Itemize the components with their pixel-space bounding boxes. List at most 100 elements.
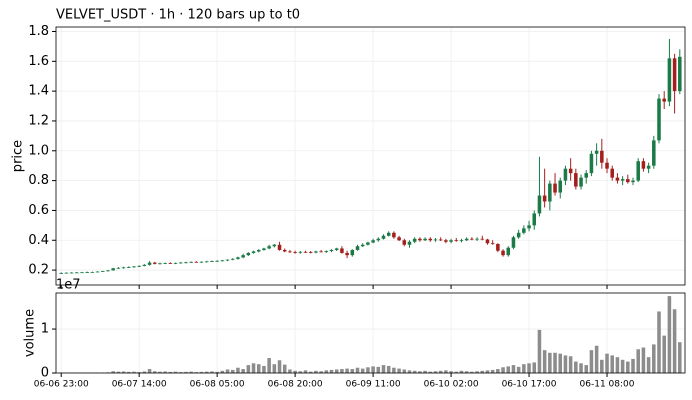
x-tick-label: 06-10 17:00 xyxy=(502,380,557,390)
volume-bar xyxy=(485,370,490,373)
volume-bar xyxy=(121,371,126,373)
candle-body xyxy=(194,261,199,263)
volume-bar xyxy=(480,370,485,373)
y-tick-label: 1.4 xyxy=(28,84,49,99)
candle-body xyxy=(522,228,526,233)
candle-body xyxy=(553,183,557,193)
candle-body xyxy=(667,58,672,102)
volume-bar xyxy=(163,371,167,373)
volume-bar xyxy=(319,371,323,373)
volume-bar xyxy=(324,370,329,373)
candle-body xyxy=(558,180,563,193)
volume-bar xyxy=(355,367,360,373)
candle-body xyxy=(256,249,261,252)
volume-bar xyxy=(672,309,677,373)
candle-body xyxy=(340,248,344,253)
volume-bar xyxy=(496,369,500,373)
volume-bar xyxy=(594,345,599,373)
candle-body xyxy=(241,255,245,258)
candle-body xyxy=(371,240,375,243)
volume-bar xyxy=(381,365,386,373)
candle-body xyxy=(511,237,516,248)
volume-bar xyxy=(511,365,516,373)
candle-body xyxy=(360,244,365,247)
candle-body xyxy=(147,262,152,265)
volume-bar xyxy=(366,367,370,373)
candle-body xyxy=(428,238,433,241)
volume-bar xyxy=(288,369,292,373)
candle-body xyxy=(366,242,370,245)
volume-bar xyxy=(563,355,568,373)
candle-body xyxy=(386,232,391,236)
candle-body xyxy=(548,183,552,202)
candle-body xyxy=(277,244,282,250)
candle-body xyxy=(168,263,173,264)
candle-body xyxy=(444,240,448,242)
candle-body xyxy=(646,165,651,169)
volume-bar xyxy=(678,342,682,373)
candle-body xyxy=(199,261,204,263)
candle-body xyxy=(178,262,183,264)
candle-body xyxy=(132,266,136,268)
volume-bar xyxy=(662,335,666,373)
y-tick-label: 0.8 xyxy=(28,173,49,188)
candle-body xyxy=(334,248,339,250)
candle-body xyxy=(329,249,334,251)
volume-bar xyxy=(256,364,261,373)
y-tick-label: 1.6 xyxy=(28,54,49,69)
volume-bar xyxy=(444,370,448,373)
volume-bar xyxy=(605,353,609,373)
candle-body xyxy=(80,272,84,274)
candle-body xyxy=(589,153,594,174)
candle-body xyxy=(153,262,157,264)
volume-bar xyxy=(652,344,656,373)
candle-body xyxy=(85,272,89,273)
candle-body xyxy=(262,248,266,250)
candle-body xyxy=(568,168,573,174)
candle-body xyxy=(438,239,443,241)
volume-bar xyxy=(418,371,422,373)
volume-bar xyxy=(386,365,391,373)
candle-body xyxy=(641,161,646,169)
x-tick-label: 06-07 14:00 xyxy=(112,380,167,390)
candle-body xyxy=(620,179,625,181)
volume-bar xyxy=(168,371,173,373)
candle-body xyxy=(137,265,141,267)
candle-body xyxy=(236,257,240,259)
volume-bar xyxy=(423,370,427,373)
candle-body xyxy=(496,243,500,251)
x-tick-label: 06-11 08:00 xyxy=(580,380,635,390)
volume-bar xyxy=(475,371,479,373)
candle-body xyxy=(127,267,131,268)
volume-bar xyxy=(589,350,594,373)
volume-bar xyxy=(600,359,604,373)
candle-body xyxy=(230,258,235,260)
volume-bar xyxy=(142,371,147,373)
candle-body xyxy=(101,271,105,272)
candle-body xyxy=(636,161,640,181)
candle-body xyxy=(626,179,630,183)
volume-bar xyxy=(392,367,396,373)
candle-body xyxy=(288,251,292,253)
volume-bar xyxy=(251,363,256,373)
candle-body xyxy=(59,273,63,274)
volume-bar xyxy=(127,371,131,373)
volume-bar xyxy=(230,369,235,373)
y-tick-label: 0.2 xyxy=(28,263,49,278)
x-tick-label: 06-10 02:00 xyxy=(424,380,479,390)
volume-bar xyxy=(542,350,547,373)
y-tick-label: 0.4 xyxy=(28,233,49,248)
volume-bar xyxy=(236,367,240,373)
volume-bar xyxy=(371,366,375,373)
volume-bar xyxy=(516,366,521,373)
volume-bar xyxy=(433,371,438,373)
candle-body xyxy=(631,180,635,183)
candle-body xyxy=(594,150,599,154)
volume-bar xyxy=(282,364,287,373)
candle-body xyxy=(246,252,251,256)
candle-body xyxy=(600,150,604,163)
candle-body xyxy=(111,268,115,271)
x-tick-label: 06-08 05:00 xyxy=(190,380,245,390)
candle-body xyxy=(345,252,349,256)
candle-body xyxy=(542,195,547,202)
